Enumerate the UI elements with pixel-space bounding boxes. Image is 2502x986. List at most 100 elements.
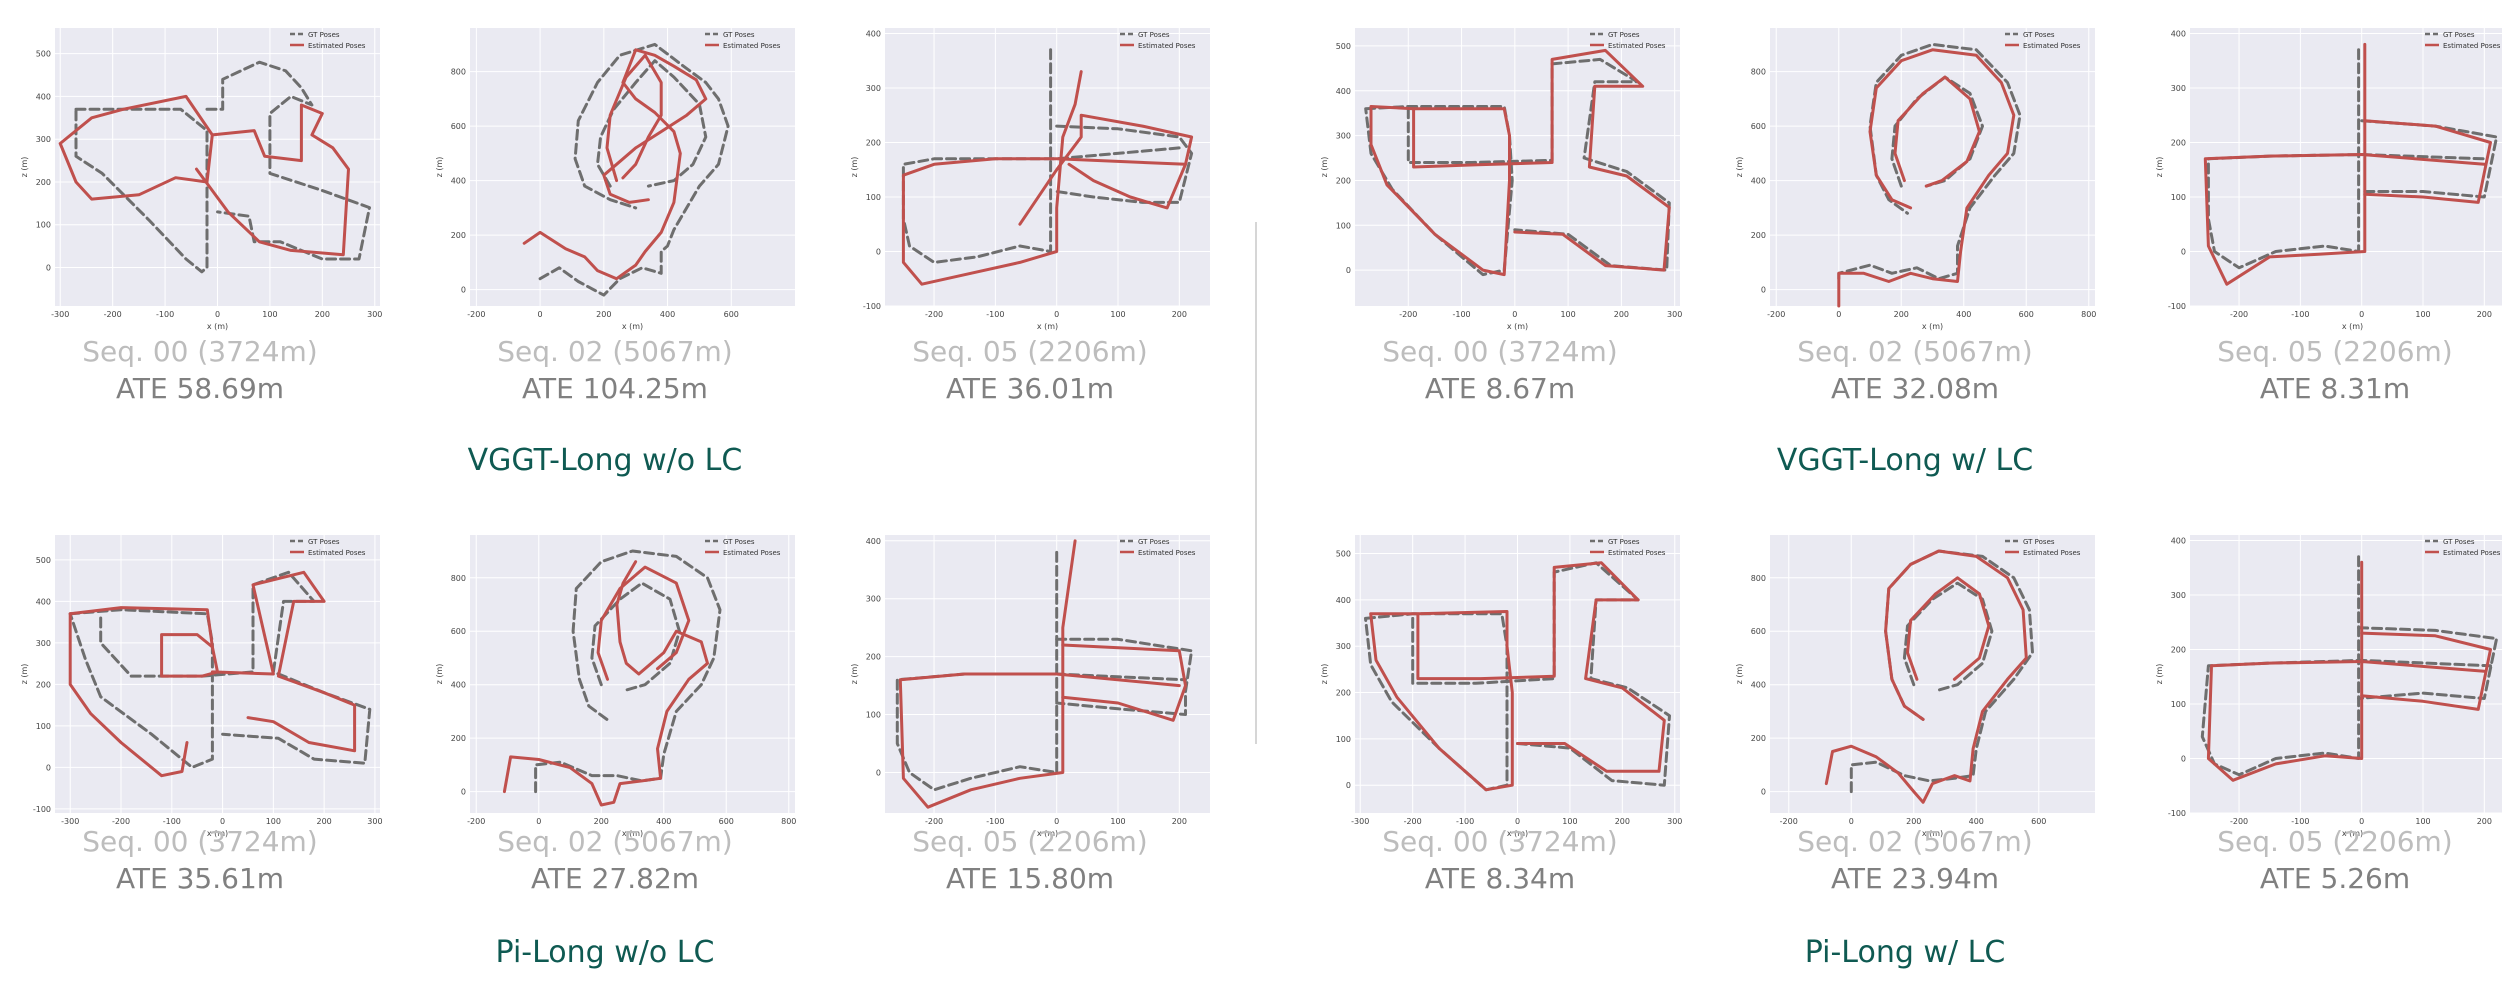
x-tick-label: -100 [1456,817,1474,826]
legend: GT Poses Estimated Poses [705,538,781,557]
sequence-label: Seq. 00 (3724m) [1382,335,1618,368]
estimated-pose-line [210,570,357,753]
x-tick-label: 0 [1054,817,1059,826]
gt-pose-line [1055,124,1194,204]
plot-svg: -200 -100 0 100 200 -100 0 100 200 300 400 x (m) z (… [2155,28,2502,331]
x-tick-label: -200 [1399,310,1417,319]
x-tick-label: 600 [719,817,734,826]
legend-gt-label: GT Poses [1138,31,1170,39]
x-axis-label: x (m) [622,322,643,331]
plot-area [1770,535,2095,813]
x-tick-label: -200 [467,310,485,319]
x-axis-label: x (m) [207,829,228,838]
y-tick-label: 200 [866,138,881,147]
x-axis-label: x (m) [207,322,228,331]
legend-gt-label: GT Poses [308,31,340,39]
ate-label: ATE 15.80m [945,862,1115,895]
x-axis-label: x (m) [1037,322,1058,331]
x-tick-label: -100 [1452,310,1470,319]
legend-est-label: Estimated Poses [723,549,781,557]
x-tick-label: 200 [1894,310,1909,319]
legend-est-label: Estimated Poses [2023,549,2081,557]
ate-label: ATE 8.34m [1424,862,1576,895]
x-tick-label: 100 [266,817,281,826]
plot-svg: -200 0 200 400 600 800 0 200 400 600 800 x (m) z (m)… [435,535,796,838]
x-axis-label: x (m) [1922,322,1943,331]
y-tick-label: 400 [866,29,881,38]
estimated-pose-line [195,103,350,257]
x-tick-label: 0 [1849,817,1854,826]
y-tick-label: 0 [1761,788,1766,797]
y-tick-label: 800 [1751,68,1766,77]
gt-pose-line [538,42,730,297]
x-tick-label: 200 [315,310,330,319]
y-tick-label: 200 [2171,645,2186,654]
estimated-pose-line [1412,48,1671,272]
y-tick-label: 0 [46,763,51,772]
y-tick-label: 100 [1336,221,1351,230]
legend: GT Poses Estimated Poses [2005,31,2081,50]
trajectory-plot: -200 0 200 400 600 0 200 400 600 800 x (m) z (m) GT … [420,18,810,338]
sequence-label: Seq. 00 (3724m) [82,335,318,368]
y-tick-label: -100 [2168,809,2186,818]
x-axis-label: x (m) [1507,829,1528,838]
y-tick-label: 0 [2181,247,2186,256]
estimated-pose-line [1369,105,1511,277]
estimated-pose-line [1837,48,2016,308]
x-tick-label: 0 [1512,310,1517,319]
estimated-pose-line [1416,561,1666,773]
x-tick-label: -200 [104,310,122,319]
legend-est-label: Estimated Poses [2443,549,2501,557]
y-tick-label: 400 [1336,596,1351,605]
ate-label: ATE 36.01m [945,372,1115,405]
y-tick-label: 100 [1336,735,1351,744]
gt-pose-line [68,608,214,769]
y-tick-label: 0 [876,247,881,256]
x-tick-label: 300 [367,817,382,826]
estimated-pose-line [1061,643,1187,722]
y-tick-label: 800 [451,68,466,77]
y-tick-label: 300 [866,595,881,604]
y-tick-label: 400 [2171,29,2186,38]
trajectory-plot: -200 -100 0 100 200 -100 0 100 200 300 400 x (m) z (… [2140,18,2502,338]
y-tick-label: 200 [1751,231,1766,240]
x-tick-label: 800 [2081,310,2096,319]
sequence-label: Seq. 05 (2206m) [2217,335,2453,368]
y-axis-label: z (m) [1320,157,1329,178]
legend-est-label: Estimated Poses [308,42,366,50]
x-tick-label: 100 [1562,817,1577,826]
trajectory-plot: -200 0 200 400 600 800 0 200 400 600 800 x (m) z (m)… [1720,18,2110,338]
x-tick-label: -300 [61,817,79,826]
group-divider [1255,222,1257,744]
x-axis-label: x (m) [1037,829,1058,838]
y-tick-label: -100 [33,805,51,814]
legend-gt-label: GT Poses [2443,538,2475,546]
legend-est-label: Estimated Poses [2023,42,2081,50]
gt-pose-line [1837,42,2022,281]
y-tick-label: 200 [36,178,51,187]
plot-svg: -200 -100 0 100 200 -100 0 100 200 300 400 x (m) z (… [2155,535,2502,838]
y-axis-label: z (m) [1320,664,1329,685]
gt-pose-line [534,549,722,794]
y-tick-label: 400 [2171,536,2186,545]
legend: GT Poses Estimated Poses [2425,538,2501,557]
plot-svg: -200 -100 0 100 200 -100 0 100 200 300 400 x (m) z (… [850,28,1210,331]
x-tick-label: -100 [986,310,1004,319]
y-tick-label: 0 [2181,754,2186,763]
ate-label: ATE 27.82m [530,862,700,895]
sequence-label: Seq. 05 (2206m) [2217,825,2453,858]
x-axis-label: x (m) [2342,829,2363,838]
y-tick-label: 400 [36,597,51,606]
ate-label: ATE 8.67m [1424,372,1576,405]
estimated-pose-line [1369,610,1514,792]
y-tick-label: 300 [866,84,881,93]
trajectory-plot: -300 -200 -100 0 100 200 300 -100 0 100 200 300 400 5… [5,525,395,845]
legend: GT Poses Estimated Poses [1590,31,1666,50]
y-axis-label: z (m) [2155,157,2164,178]
plot-area [1355,28,1680,306]
y-tick-label: 0 [1346,266,1351,275]
plot-area [885,28,1210,306]
gt-pose-line [1055,637,1194,716]
legend-gt-label: GT Poses [723,31,755,39]
y-tick-label: 300 [1336,132,1351,141]
